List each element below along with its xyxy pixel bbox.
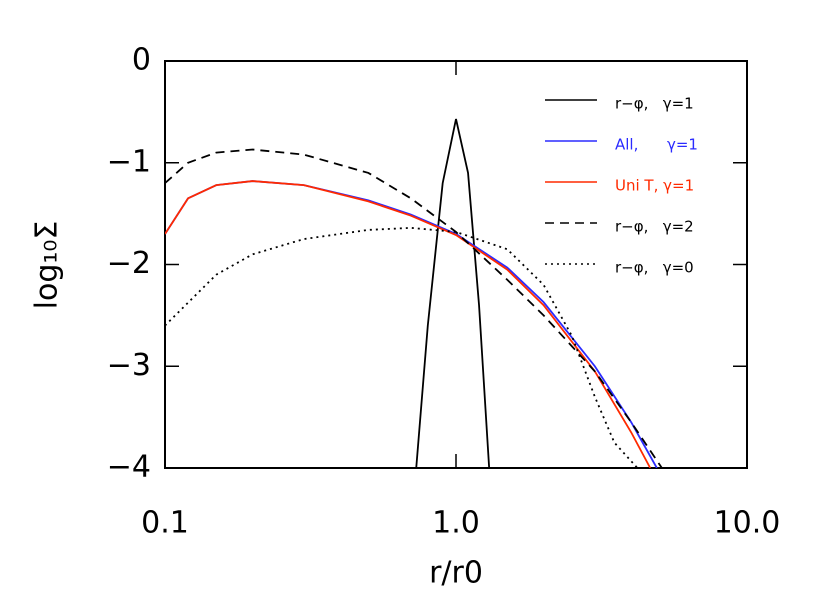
legend-label: r−φ, γ=2 [615, 218, 694, 236]
legend-label: r−φ, γ=0 [615, 259, 694, 277]
legend-label: Uni T, γ=1 [615, 177, 694, 195]
y-tick-label: −3 [107, 348, 151, 383]
x-tick-label: 0.1 [141, 506, 189, 541]
legend-label: r−φ, γ=1 [615, 95, 694, 113]
x-axis-label: r/r0 [429, 556, 483, 591]
y-tick-label: −2 [107, 246, 151, 281]
line-series [165, 180, 658, 468]
line-series [165, 226, 639, 468]
y-tick-label: −4 [107, 450, 151, 485]
x-tick-label: 10.0 [714, 506, 781, 541]
x-tick-label: 1.0 [432, 506, 480, 541]
legend-label: All, γ=1 [615, 136, 698, 154]
line-series [415, 118, 491, 468]
y-axis-label: log₁₀Σ [30, 221, 65, 310]
y-tick-label: −1 [107, 144, 151, 179]
line-series [165, 180, 652, 468]
line-series [165, 148, 663, 468]
y-tick-label: 0 [132, 43, 151, 78]
